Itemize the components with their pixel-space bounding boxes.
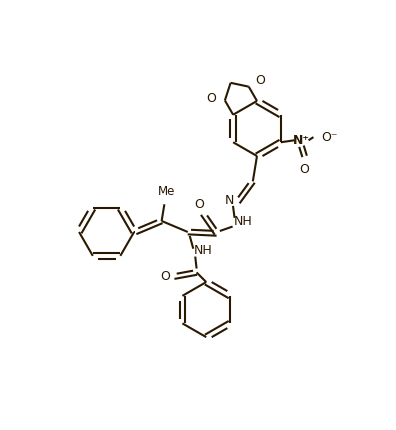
Text: NH: NH [194, 244, 213, 257]
Text: Me: Me [158, 185, 175, 198]
Text: O: O [194, 198, 204, 212]
Text: N: N [225, 194, 234, 206]
Text: O⁻: O⁻ [321, 131, 337, 144]
Text: O: O [255, 74, 265, 87]
Text: O: O [300, 163, 310, 176]
Text: O: O [160, 270, 170, 283]
Text: NH: NH [234, 215, 253, 228]
Text: O: O [206, 92, 216, 105]
Text: N⁺: N⁺ [293, 134, 310, 147]
